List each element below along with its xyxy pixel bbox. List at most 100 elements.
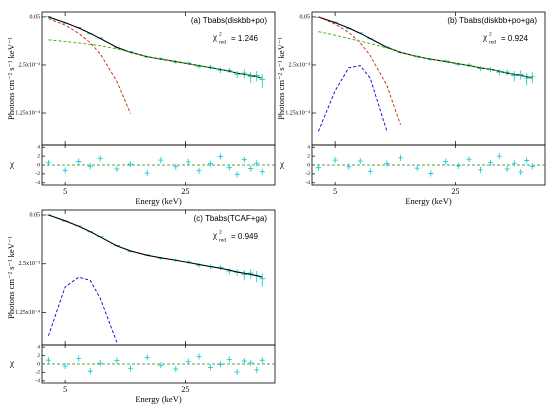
residual-point — [428, 170, 434, 177]
plot-frame — [41, 209, 276, 346]
residual-point — [185, 358, 191, 365]
residual-point — [487, 159, 493, 166]
y-tick-label: 2.5x10⁻³ — [289, 62, 311, 68]
panel-title: (b) Tbabs(diskbb+po+ga) — [447, 16, 537, 25]
annotation-sup: 2 — [219, 31, 222, 37]
residual-point — [524, 157, 530, 164]
annotation-symbol: χ — [212, 230, 217, 240]
residual-point — [315, 164, 321, 171]
residual-point — [185, 158, 191, 165]
residual-y-tick-label: -4 — [305, 180, 310, 186]
x-axis-label: Energy (keV) — [135, 394, 182, 404]
residual-point — [254, 366, 260, 373]
residual-point — [477, 166, 483, 173]
residual-point — [241, 156, 247, 163]
residual-point — [466, 156, 472, 163]
annotation-text: = 0.949 — [231, 232, 258, 241]
x-tick-label: 5 — [333, 187, 337, 196]
residual-point — [97, 360, 103, 367]
residual-point — [173, 163, 179, 170]
residual-point — [173, 366, 179, 373]
x-tick-label: 25 — [181, 187, 189, 196]
data-points — [315, 16, 536, 86]
model-curve — [318, 31, 533, 79]
residual-point — [248, 359, 254, 366]
residual-y-tick-label: -2 — [35, 370, 40, 376]
y-axis-label: Photons cm⁻² s⁻¹ keV⁻¹ — [6, 37, 16, 120]
x-tick-label: 25 — [451, 187, 459, 196]
models — [48, 16, 263, 114]
residual-point — [76, 355, 82, 362]
annotation-sub: red — [219, 237, 226, 243]
residual-point — [398, 154, 404, 161]
y-tick-label: 0.05 — [30, 14, 41, 20]
residual-point — [128, 161, 134, 168]
residual-y-tick-label: -2 — [35, 171, 40, 177]
model-curve — [48, 16, 263, 79]
residual-point — [45, 159, 51, 166]
model-curve — [48, 18, 131, 114]
data-point — [259, 273, 266, 287]
data-point — [259, 74, 266, 88]
residual-point — [455, 162, 461, 169]
models — [48, 214, 263, 343]
residual-point — [414, 165, 420, 172]
residual-point — [207, 160, 213, 167]
residual-point — [511, 160, 517, 167]
residual-point — [248, 165, 254, 172]
data-point — [511, 71, 518, 82]
residuals — [45, 353, 265, 376]
residual-point — [45, 357, 51, 364]
residual-y-tick-label: -4 — [35, 378, 40, 384]
y-tick-label: 1.25x10⁻⁴ — [15, 310, 40, 316]
residual-point — [144, 354, 150, 361]
x-tick-label: 5 — [63, 385, 67, 394]
data-point — [234, 71, 241, 79]
residual-y-tick-label: 0 — [37, 162, 40, 168]
residual-y-tick-label: 2 — [37, 353, 40, 359]
y-axis-label: Photons cm⁻² s⁻¹ keV⁻¹ — [6, 236, 16, 319]
panel-title: (a) Tbabs(diskbb+po) — [191, 16, 267, 25]
annotation-symbol: χ — [212, 32, 217, 42]
plot-frame — [311, 11, 546, 146]
annotation-sup: 2 — [219, 229, 222, 235]
residual-y-tick-label: 0 — [307, 162, 310, 168]
residual-point — [158, 362, 164, 369]
residual-point — [357, 158, 363, 164]
residual-point — [384, 160, 390, 167]
residual-point — [217, 153, 223, 160]
residual-point — [332, 157, 338, 164]
residual-point — [128, 365, 134, 372]
residual-point — [496, 153, 502, 160]
residual-y-tick-label: 2 — [37, 153, 40, 159]
annotation-symbol: χ — [482, 32, 487, 42]
x-axis-label: Energy (keV) — [135, 196, 182, 206]
x-tick-label: 5 — [63, 187, 67, 196]
y-tick-label: 0.05 — [300, 14, 311, 20]
residual-point — [234, 369, 240, 376]
y-tick-label: 0.05 — [30, 212, 41, 218]
residual-point — [144, 170, 150, 176]
data-point — [241, 270, 248, 281]
residual-point — [196, 353, 202, 360]
residual-y-tick-label: -4 — [35, 180, 40, 186]
model-curve — [318, 65, 388, 132]
annotation-sup: 2 — [489, 31, 492, 37]
residual-y-tick-label: 4 — [307, 144, 310, 150]
annotation-text: = 0.924 — [501, 34, 528, 43]
residuals — [315, 153, 535, 177]
data-points — [45, 214, 266, 287]
residual-point — [97, 155, 103, 162]
model-curve — [48, 276, 118, 343]
annotation-sub: red — [219, 39, 226, 45]
residual-y-label: χ — [9, 358, 14, 368]
y-tick-label: 1.25x10⁻⁴ — [285, 110, 310, 116]
residual-point — [443, 158, 449, 165]
panel-title: (c) Tbabs(TCAF+ga) — [194, 214, 268, 223]
residual-y-label: χ — [279, 159, 284, 169]
annotation-sub: red — [489, 39, 496, 45]
residual-point — [346, 163, 352, 170]
